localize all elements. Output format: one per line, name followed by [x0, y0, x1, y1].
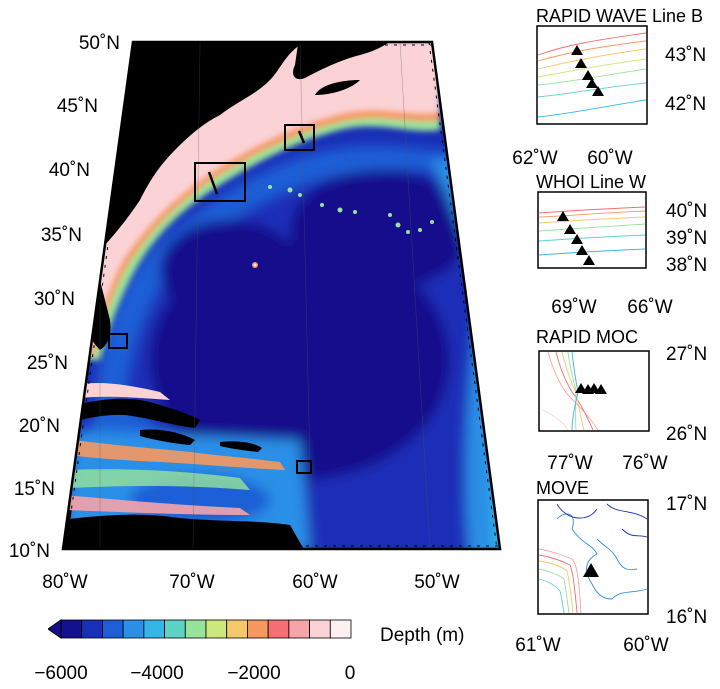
inset3-lon-77w: 77˚W: [547, 453, 593, 474]
inset3-lat-27n: 27˚N: [666, 344, 708, 365]
colorbar-tick-0: 0: [344, 663, 356, 684]
inset3-lon-76w: 76˚W: [622, 453, 668, 474]
inset1-lon-60w: 60˚W: [587, 148, 633, 169]
colorbar-cell: [205, 619, 228, 639]
colorbar-cell: [226, 619, 248, 639]
colorbar-cell: [60, 619, 83, 639]
lat-label-15n: 15˚N: [13, 479, 55, 500]
inset2-lat-39n: 39˚N: [666, 228, 708, 249]
inset2-lon-66w: 66˚W: [627, 297, 673, 318]
colorbar-tick-2000: −2000: [227, 663, 281, 684]
inset-title-move: MOVE: [536, 478, 590, 498]
inset3-lat-26n: 26˚N: [666, 424, 708, 445]
land-caribbean: [63, 398, 200, 428]
lat-label-45n: 45˚N: [56, 96, 98, 117]
colorbar-cell: [81, 619, 103, 639]
colorbar-cell: [267, 619, 290, 639]
colorbar-cell: [184, 619, 207, 639]
lat-label-10n: 10˚N: [8, 541, 50, 562]
colorbar-cell: [102, 619, 124, 639]
lon-label-50w: 50˚W: [414, 572, 460, 593]
colorbar-tick-6000: −6000: [34, 663, 88, 684]
colorbar-tick-4000: −4000: [130, 663, 184, 684]
inset-map-line-b: [536, 25, 648, 125]
inset-title-rapid-moc: RAPID MOC: [536, 327, 639, 347]
lon-label-60w: 60˚W: [292, 572, 338, 593]
colorbar-cell: [288, 619, 310, 639]
inset-title-line-b: RAPID WAVE Line B: [536, 6, 704, 26]
lon-label-70w: 70˚W: [169, 572, 215, 593]
lon-label-80w: 80˚W: [42, 572, 88, 593]
depth-colorbar: [48, 619, 352, 639]
colorbar-label: Depth (m): [380, 625, 465, 646]
inset1-lat-42n: 42˚N: [665, 94, 707, 115]
inset-map-rapid-moc: [538, 350, 650, 432]
inset4-lon-61w: 61˚W: [515, 635, 561, 656]
inset-map-line-w: [537, 191, 647, 269]
colorbar-cell: [143, 619, 165, 639]
colorbar-cell: [329, 619, 352, 639]
colorbar-cell: [309, 619, 331, 639]
lat-label-20n: 20˚N: [18, 416, 60, 437]
inset-title-line-w: WHOI Line W: [536, 172, 647, 192]
study-box-rapid-moc: [108, 333, 128, 349]
inset2-lon-69w: 69˚W: [551, 297, 597, 318]
study-box-line-w: [194, 162, 246, 202]
lat-label-30n: 30˚N: [33, 289, 75, 310]
lat-label-35n: 35˚N: [40, 225, 82, 246]
lat-label-50n: 50˚N: [78, 33, 120, 54]
inset1-lon-62w: 62˚W: [512, 148, 558, 169]
colorbar-cell: [247, 619, 269, 639]
lat-label-40n: 40˚N: [48, 160, 90, 181]
inset4-lon-60w: 60˚W: [623, 635, 669, 656]
inset1-lat-43n: 43˚N: [665, 45, 707, 66]
colorbar-cell: [164, 619, 186, 639]
map-content: [63, 42, 500, 549]
inset-map-move: [537, 499, 649, 615]
study-box-move: [296, 460, 312, 474]
inset2-lat-40n: 40˚N: [666, 201, 708, 222]
lat-label-25n: 25˚N: [26, 353, 68, 374]
study-box-line-b: [284, 124, 315, 151]
inset4-lat-16n: 16˚N: [666, 607, 708, 628]
inset2-lat-38n: 38˚N: [666, 255, 708, 276]
colorbar-cell: [122, 619, 145, 639]
inset4-lat-17n: 17˚N: [666, 494, 708, 515]
